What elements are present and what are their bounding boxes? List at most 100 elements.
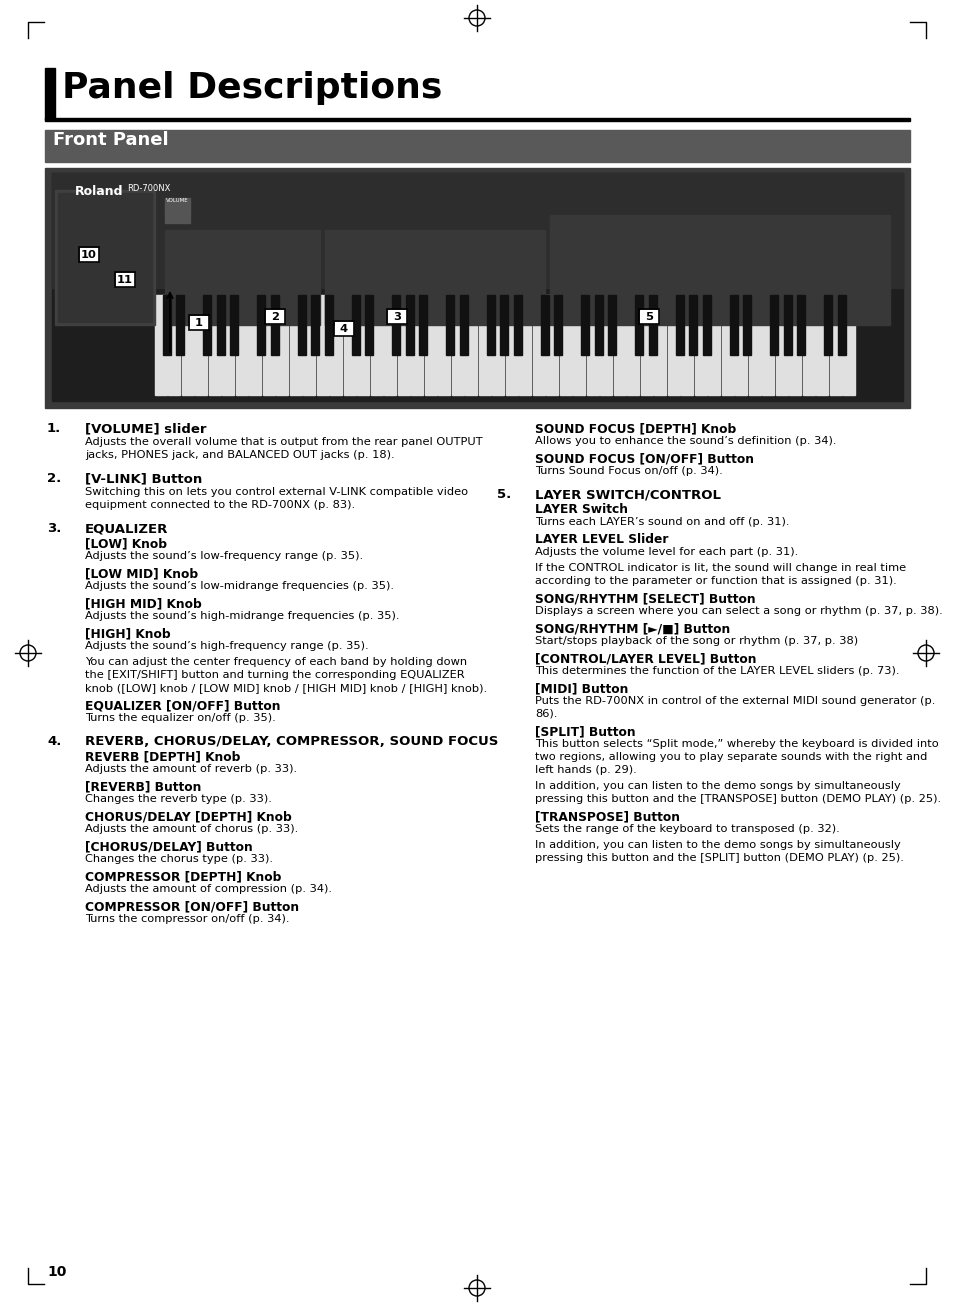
Text: Puts the RD-700NX in control of the external MIDI sound generator (p.: Puts the RD-700NX in control of the exte…	[535, 696, 934, 707]
Text: 1: 1	[194, 317, 203, 328]
Text: [HIGH MID] Knob: [HIGH MID] Knob	[85, 597, 201, 610]
Text: Turns the equalizer on/off (p. 35).: Turns the equalizer on/off (p. 35).	[85, 713, 275, 724]
Bar	[486, 295, 495, 355]
Bar	[79, 247, 98, 263]
Bar	[266, 310, 283, 323]
Bar	[231, 295, 238, 355]
Bar	[729, 295, 738, 355]
Bar	[235, 295, 248, 394]
Bar	[165, 230, 319, 325]
Bar	[446, 295, 454, 355]
Text: 10: 10	[47, 1266, 67, 1279]
Text: 11: 11	[116, 274, 132, 285]
Bar	[325, 230, 544, 325]
Text: Roland: Roland	[75, 185, 123, 199]
Text: SONG/RHYTHM [SELECT] Button: SONG/RHYTHM [SELECT] Button	[535, 592, 755, 605]
Text: VOLUME: VOLUME	[166, 199, 188, 202]
Bar	[250, 295, 261, 394]
Text: REVERB [DEPTH] Knob: REVERB [DEPTH] Knob	[85, 750, 240, 763]
Bar	[190, 316, 208, 329]
Bar	[312, 295, 319, 355]
Bar	[392, 295, 400, 355]
Bar	[303, 295, 315, 394]
Text: Adjusts the amount of chorus (p. 33).: Adjusts the amount of chorus (p. 33).	[85, 824, 298, 835]
Text: LAYER Switch: LAYER Switch	[535, 503, 627, 516]
Text: 10: 10	[81, 249, 96, 260]
Bar	[397, 295, 410, 394]
Text: 2.: 2.	[47, 471, 61, 485]
Text: [REVERB] Button: [REVERB] Button	[85, 780, 201, 793]
Bar	[627, 295, 639, 394]
Text: two regions, allowing you to play separate sounds with the right and: two regions, allowing you to play separa…	[535, 752, 926, 761]
Text: 4: 4	[339, 324, 348, 333]
Text: Changes the reverb type (p. 33).: Changes the reverb type (p. 33).	[85, 794, 272, 804]
Bar	[176, 295, 184, 355]
Bar	[189, 315, 209, 330]
Bar	[586, 295, 598, 394]
Text: Turns each LAYER’s sound on and off (p. 31).: Turns each LAYER’s sound on and off (p. …	[535, 517, 789, 528]
Bar	[406, 295, 414, 355]
Bar	[748, 295, 760, 394]
Bar	[735, 295, 747, 394]
Bar	[357, 295, 369, 394]
Text: LAYER LEVEL Slider: LAYER LEVEL Slider	[535, 533, 668, 546]
Text: jacks, PHONES jack, and BALANCED OUT jacks (p. 18).: jacks, PHONES jack, and BALANCED OUT jac…	[85, 451, 395, 460]
Text: Sets the range of the keyboard to transposed (p. 32).: Sets the range of the keyboard to transp…	[535, 824, 839, 835]
Text: [V-LINK] Button: [V-LINK] Button	[85, 471, 202, 485]
Text: LAYER SWITCH/CONTROL: LAYER SWITCH/CONTROL	[535, 488, 720, 502]
Bar	[554, 295, 562, 355]
Text: In addition, you can listen to the demo songs by simultaneously: In addition, you can listen to the demo …	[535, 781, 900, 791]
Bar	[165, 199, 190, 223]
Text: Changes the chorus type (p. 33).: Changes the chorus type (p. 33).	[85, 854, 273, 865]
Bar	[45, 168, 909, 407]
Text: [CHORUS/DELAY] Button: [CHORUS/DELAY] Button	[85, 840, 253, 853]
Bar	[783, 295, 791, 355]
Bar	[608, 295, 616, 355]
Text: Allows you to enhance the sound’s definition (p. 34).: Allows you to enhance the sound’s defini…	[535, 436, 836, 447]
Bar	[842, 295, 855, 394]
Text: the [EXIT/SHIFT] button and turning the corresponding EQUALIZER: the [EXIT/SHIFT] button and turning the …	[85, 670, 464, 680]
Bar	[654, 295, 666, 394]
Text: 4.: 4.	[47, 735, 61, 748]
Bar	[680, 295, 693, 394]
Bar	[721, 295, 733, 394]
Bar	[169, 295, 180, 394]
Bar	[465, 295, 477, 394]
Bar	[789, 295, 801, 394]
Text: This determines the function of the LAYER LEVEL sliders (p. 73).: This determines the function of the LAYE…	[535, 666, 899, 677]
Bar	[116, 273, 133, 286]
Bar	[816, 295, 827, 394]
Bar	[330, 295, 342, 394]
Bar	[500, 295, 508, 355]
Text: [VOLUME] slider: [VOLUME] slider	[85, 422, 206, 435]
Bar	[797, 295, 804, 355]
Bar	[335, 323, 353, 336]
Text: [LOW] Knob: [LOW] Knob	[85, 537, 167, 550]
Text: [SPLIT] Button: [SPLIT] Button	[535, 725, 635, 738]
Bar	[837, 295, 845, 355]
Bar	[761, 295, 774, 394]
Bar	[209, 295, 221, 394]
Text: equipment connected to the RD-700NX (p. 83).: equipment connected to the RD-700NX (p. …	[85, 500, 355, 511]
Text: 2: 2	[271, 312, 278, 321]
Bar	[702, 295, 710, 355]
Text: In addition, you can listen to the demo songs by simultaneously: In addition, you can listen to the demo …	[535, 840, 900, 850]
Text: pressing this button and the [SPLIT] button (DEMO PLAY) (p. 25).: pressing this button and the [SPLIT] but…	[535, 853, 902, 863]
Bar	[595, 295, 602, 355]
Text: If the CONTROL indicator is lit, the sound will change in real time: If the CONTROL indicator is lit, the sou…	[535, 563, 905, 573]
Text: EQUALIZER: EQUALIZER	[85, 522, 168, 535]
Text: 1.: 1.	[47, 422, 61, 435]
Text: Adjusts the amount of compression (p. 34).: Adjusts the amount of compression (p. 34…	[85, 884, 332, 895]
Text: COMPRESSOR [DEPTH] Knob: COMPRESSOR [DEPTH] Knob	[85, 870, 281, 883]
Text: EQUALIZER [ON/OFF] Button: EQUALIZER [ON/OFF] Button	[85, 699, 280, 712]
Text: Front Panel: Front Panel	[53, 131, 169, 149]
Bar	[52, 172, 902, 401]
Text: knob ([LOW] knob / [LOW MID] knob / [HIGH MID] knob / [HIGH] knob).: knob ([LOW] knob / [LOW MID] knob / [HIG…	[85, 683, 487, 693]
Bar	[639, 310, 658, 324]
Text: left hands (p. 29).: left hands (p. 29).	[535, 765, 636, 774]
Text: Panel Descriptions: Panel Descriptions	[62, 71, 442, 104]
Bar	[45, 131, 909, 162]
Bar	[411, 295, 423, 394]
Text: SOUND FOCUS [ON/OFF] Button: SOUND FOCUS [ON/OFF] Button	[535, 452, 753, 465]
Bar	[573, 295, 585, 394]
